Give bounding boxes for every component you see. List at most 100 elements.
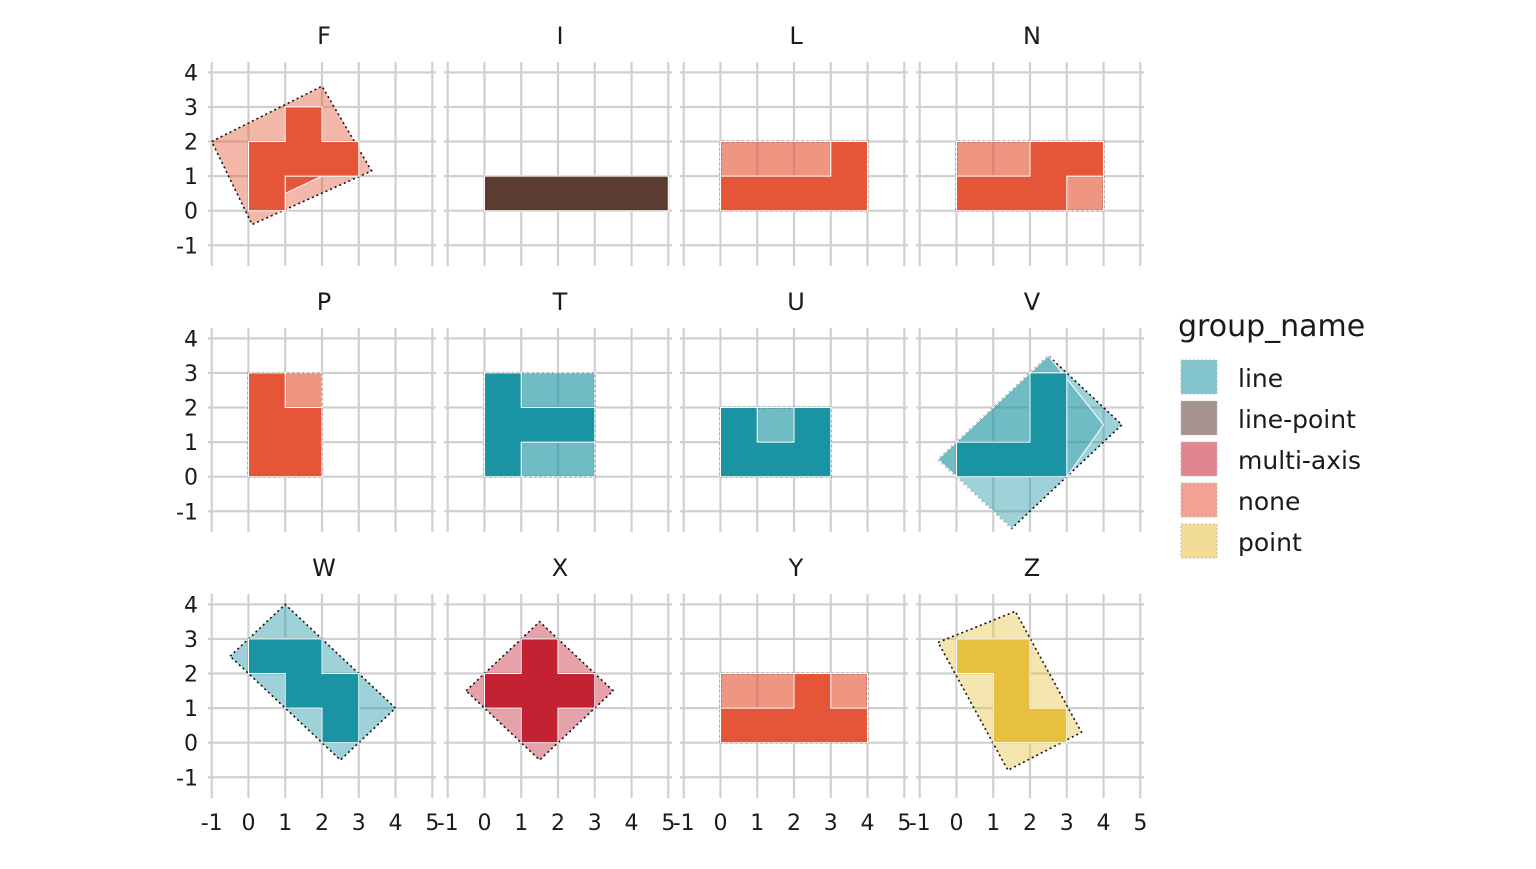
panel-N: N <box>916 22 1144 266</box>
x-tick-label: 2 <box>551 811 565 836</box>
panel-V: V <box>916 288 1144 532</box>
strip-label: I <box>556 22 563 50</box>
strip-label: V <box>1024 288 1041 316</box>
x-tick-label: 1 <box>986 811 1000 836</box>
panel-T: T <box>444 288 672 532</box>
y-tick-label: 0 <box>184 466 198 491</box>
strip-label: W <box>312 554 336 582</box>
x-tick-label: 0 <box>241 811 255 836</box>
y-tick-label: 4 <box>184 61 198 86</box>
x-tick-label: 0 <box>477 811 491 836</box>
strip-label: Y <box>788 554 804 582</box>
light-cell <box>956 141 1031 177</box>
y-tick-label: -1 <box>176 766 198 791</box>
x-tick-label: 2 <box>787 811 801 836</box>
x-tick-label: 4 <box>625 811 639 836</box>
legend-key <box>1180 441 1218 477</box>
x-tick-label: 1 <box>750 811 764 836</box>
shape-polygon <box>956 638 1068 744</box>
panel-Y: Y -1 0 1 2 3 4 5 <box>673 554 912 836</box>
x-tick-label: -1 <box>437 811 459 836</box>
y-tick-label: 0 <box>184 200 198 225</box>
light-cell <box>1066 175 1104 212</box>
shape-polygon <box>248 638 360 744</box>
legend-label: line-point <box>1238 405 1356 434</box>
y-tick-label: 4 <box>184 327 198 352</box>
strip-label: F <box>317 22 331 50</box>
x-tick-label: 0 <box>713 811 727 836</box>
legend-title: group_name <box>1178 309 1365 344</box>
legend-key <box>1180 482 1218 518</box>
panel-L: L <box>680 22 908 266</box>
x-tick-label: 2 <box>1023 811 1037 836</box>
x-tick-label: 1 <box>278 811 292 836</box>
y-tick-label: 4 <box>184 593 198 618</box>
shape-polygon <box>956 372 1068 478</box>
legend-key <box>1180 523 1218 559</box>
x-tick-label: 4 <box>861 811 875 836</box>
x-tick-label: 5 <box>661 811 675 836</box>
strip-label: U <box>787 288 805 316</box>
x-tick-label: -1 <box>909 811 931 836</box>
y-tick-label: -1 <box>176 500 198 525</box>
light-cell <box>520 372 596 408</box>
legend-key <box>1180 359 1218 395</box>
panel-U: U <box>680 288 908 532</box>
light-cell <box>720 673 795 709</box>
x-tick-label: 3 <box>352 811 366 836</box>
y-tick-label: 0 <box>184 732 198 757</box>
shape-polygon <box>720 407 832 478</box>
strip-label: X <box>552 554 568 582</box>
strip-label: T <box>552 288 568 316</box>
legend-label: point <box>1238 528 1302 557</box>
legend-key <box>1180 400 1218 436</box>
x-tick-label: 3 <box>824 811 838 836</box>
shape-polygon <box>484 638 596 744</box>
panel-Z: Z -1 0 1 2 3 4 5 <box>909 554 1148 836</box>
x-tick-label: -1 <box>673 811 695 836</box>
legend-label: multi-axis <box>1238 446 1361 475</box>
x-tick-label: 2 <box>315 811 329 836</box>
x-tick-label: 3 <box>588 811 602 836</box>
y-tick-label: -1 <box>176 234 198 259</box>
legend-label: none <box>1238 487 1300 516</box>
panel-P: P -1 0 1 2 3 4 <box>176 288 436 532</box>
x-tick-label: 1 <box>514 811 528 836</box>
shape-polygon <box>956 141 1104 212</box>
y-tick-label: 3 <box>184 96 198 121</box>
light-cell <box>284 372 323 408</box>
y-tick-label: 3 <box>184 362 198 387</box>
panel-X: X -1 0 1 2 3 4 5 <box>437 554 676 836</box>
x-tick-label: -1 <box>201 811 223 836</box>
shape-polygon <box>248 106 360 212</box>
y-tick-label: 1 <box>184 165 198 190</box>
shape-polygon <box>720 673 868 744</box>
light-cell <box>720 141 832 177</box>
light-cell <box>520 441 596 478</box>
legend-label: line <box>1238 364 1283 393</box>
y-tick-label: 2 <box>184 131 198 156</box>
y-tick-label: 1 <box>184 431 198 456</box>
panel-F: F -1 0 1 2 3 4 <box>176 22 436 266</box>
strip-label: P <box>317 288 331 316</box>
shape-polygon <box>484 372 596 478</box>
x-tick-label: 4 <box>389 811 403 836</box>
shape-polygon <box>484 175 669 212</box>
light-cell <box>830 673 868 709</box>
strip-label: Z <box>1024 554 1040 582</box>
strip-label: L <box>789 22 803 50</box>
y-tick-label: 1 <box>184 697 198 722</box>
x-tick-label: 5 <box>897 811 911 836</box>
x-tick-label: 0 <box>949 811 963 836</box>
shape-polygon <box>720 141 868 212</box>
y-tick-label: 2 <box>184 397 198 422</box>
shape-polygon <box>248 372 323 478</box>
y-tick-label: 3 <box>184 628 198 653</box>
x-tick-label: 5 <box>1133 811 1147 836</box>
strip-label: N <box>1023 22 1041 50</box>
panel-I: I <box>444 22 672 266</box>
